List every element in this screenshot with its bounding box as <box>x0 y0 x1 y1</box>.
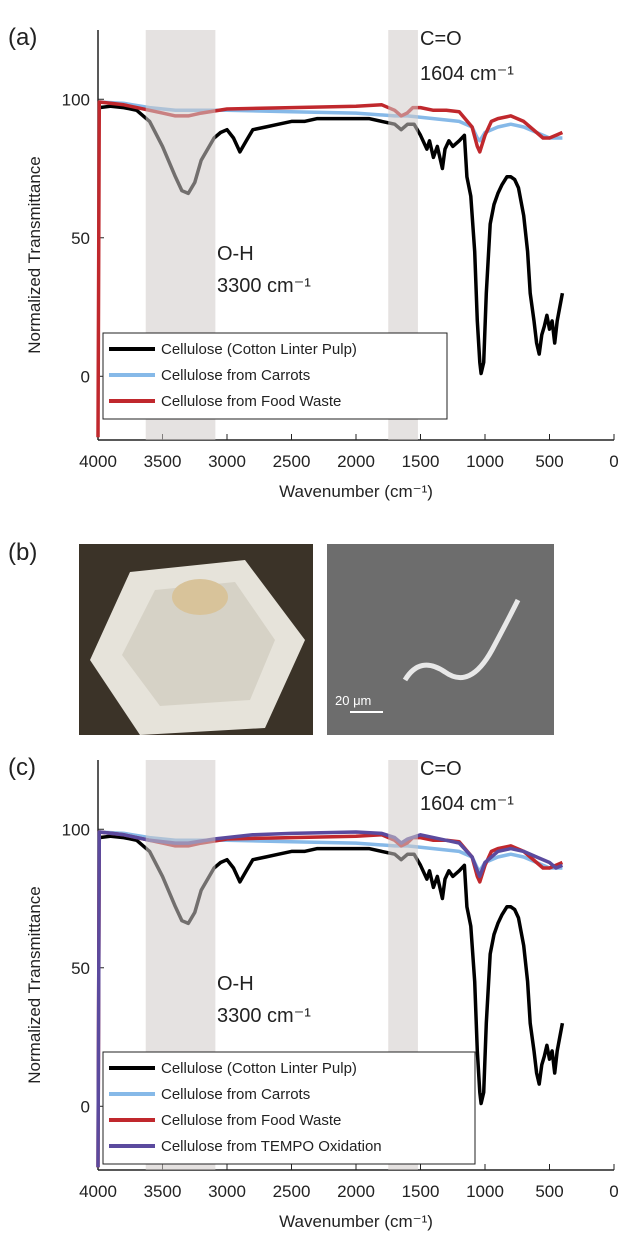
x-tick-label: 3000 <box>208 452 246 471</box>
x-tick-label: 500 <box>535 452 563 471</box>
x-tick-label: 3000 <box>208 1182 246 1201</box>
x-tick-label: 2000 <box>337 452 375 471</box>
x-tick-label: 500 <box>535 1182 563 1201</box>
panel-label: (b) <box>8 539 37 566</box>
panel-label: (a) <box>8 24 37 51</box>
legend-label: Cellulose from Carrots <box>161 1086 310 1103</box>
panel-label: (c) <box>8 754 36 781</box>
y-tick-label: 50 <box>71 229 90 248</box>
y-axis-title: Normalized Transmittance <box>25 886 44 1083</box>
x-tick-label: 3500 <box>144 452 182 471</box>
annotation: 3300 cm⁻¹ <box>217 275 311 297</box>
legend-label: Cellulose (Cotton Linter Pulp) <box>161 1060 357 1077</box>
spectrum-line <box>99 104 565 376</box>
legend-label: Cellulose from Food Waste <box>161 393 341 410</box>
x-tick-label: 0 <box>609 452 618 471</box>
annotation: C=O <box>420 28 462 50</box>
x-tick-label: 1500 <box>402 452 440 471</box>
x-tick-label: 1000 <box>466 452 504 471</box>
photo-sem: 20 μm <box>327 544 554 735</box>
x-tick-label: 3500 <box>144 1182 182 1201</box>
y-tick-label: 50 <box>71 959 90 978</box>
y-tick-label: 0 <box>81 1097 90 1116</box>
x-axis-title: Wavenumber (cm⁻¹) <box>279 1212 433 1231</box>
legend-box <box>102 332 448 420</box>
x-tick-label: 2500 <box>273 452 311 471</box>
x-tick-label: 2000 <box>337 1182 375 1201</box>
annotation: C=O <box>420 758 462 780</box>
scale-bar-label: 20 μm <box>335 693 371 708</box>
spectrum-line <box>99 834 565 1106</box>
x-tick-label: 4000 <box>79 452 117 471</box>
annotation: 3300 cm⁻¹ <box>217 1005 311 1027</box>
x-tick-label: 4000 <box>79 1182 117 1201</box>
y-tick-label: 100 <box>62 90 90 109</box>
annotation: 1604 cm⁻¹ <box>420 63 514 85</box>
legend-label: Cellulose from TEMPO Oxidation <box>161 1138 382 1155</box>
legend-label: Cellulose from Food Waste <box>161 1112 341 1129</box>
x-tick-label: 2500 <box>273 1182 311 1201</box>
y-tick-label: 0 <box>81 367 90 386</box>
annotation: 1604 cm⁻¹ <box>420 793 514 815</box>
annotation: O-H <box>217 243 254 265</box>
x-tick-label: 1500 <box>402 1182 440 1201</box>
legend-box <box>102 1051 476 1165</box>
x-tick-label: 0 <box>609 1182 618 1201</box>
y-tick-label: 100 <box>62 820 90 839</box>
x-axis-title: Wavenumber (cm⁻¹) <box>279 482 433 501</box>
annotation: O-H <box>217 973 254 995</box>
y-axis-title: Normalized Transmittance <box>25 156 44 353</box>
legend-label: Cellulose from Carrots <box>161 367 310 384</box>
legend-label: Cellulose (Cotton Linter Pulp) <box>161 341 357 358</box>
x-tick-label: 1000 <box>466 1182 504 1201</box>
photo-sample <box>79 544 313 735</box>
